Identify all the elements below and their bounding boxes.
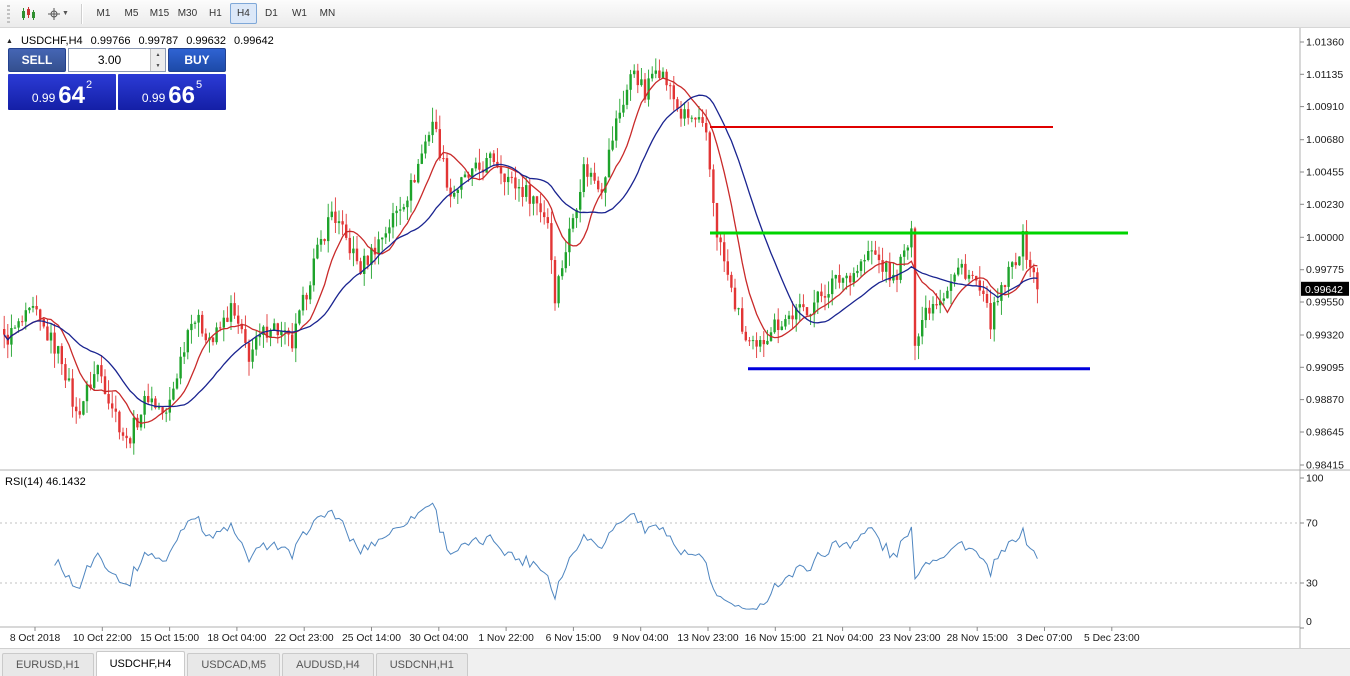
timeframe-m30-button[interactable]: M30: [177, 8, 198, 19]
symbol-name: USDCHF,H4: [20, 35, 83, 47]
buy-price-prefix: 0.99: [141, 91, 166, 105]
crosshair-glyph: [48, 7, 60, 20]
current-price-tag: [1301, 281, 1349, 296]
svg-text:100: 100: [1306, 473, 1324, 485]
chart-area[interactable]: 1.01360 1.01135 1.00910 1.00680 1.00455 1.002…: [0, 28, 1350, 648]
svg-text:0.99550: 0.99550: [1306, 297, 1344, 309]
tab-audusd-h4[interactable]: AUDUSD,H4: [282, 653, 374, 676]
ma-slow: [3, 94, 1038, 408]
svg-text:0.98415: 0.98415: [1306, 460, 1344, 472]
svg-text:0.99642: 0.99642: [1305, 284, 1343, 296]
timeframe-mn-button[interactable]: MN: [319, 8, 336, 19]
timeframe-h1-button[interactable]: H1: [209, 8, 222, 19]
timeframe-d1-button[interactable]: D1: [265, 8, 278, 19]
svg-text:0.98870: 0.98870: [1306, 394, 1344, 406]
price-axis[interactable]: 1.01360 1.01135 1.00910 1.00680 1.00455 1.002…: [1300, 37, 1349, 472]
svg-text:1.01360: 1.01360: [1306, 37, 1344, 49]
svg-text:8 Oct 2018: 8 Oct 2018: [10, 633, 61, 644]
timeframe-m5-button[interactable]: M5: [124, 8, 139, 19]
open-value: 0.99766: [90, 35, 131, 47]
buy-price-big: 66: [168, 81, 195, 109]
timeframe-m15-button[interactable]: M15: [149, 8, 170, 19]
svg-text:28 Nov 15:00: 28 Nov 15:00: [947, 633, 1009, 644]
svg-text:10 Oct 22:00: 10 Oct 22:00: [73, 633, 132, 644]
rsi-line: [54, 502, 1038, 610]
svg-text:30 Oct 04:00: 30 Oct 04:00: [409, 633, 468, 644]
timeframe-w1-button[interactable]: W1: [291, 8, 307, 19]
price-chart-canvas[interactable]: 1.01360 1.01135 1.00910 1.00680 1.00455 1.002…: [0, 28, 1350, 648]
sell-price-sup: 2: [85, 79, 93, 91]
sell-price-big: 64: [58, 81, 85, 109]
collapse-triangle-icon[interactable]: ▲: [6, 37, 13, 45]
svg-text:25 Oct 14:00: 25 Oct 14:00: [342, 633, 401, 644]
svg-text:3 Dec 07:00: 3 Dec 07:00: [1017, 633, 1073, 644]
buy-price-tile[interactable]: 0.99 66 5: [118, 74, 226, 110]
svg-text:1.00455: 1.00455: [1306, 167, 1344, 179]
svg-text:30: 30: [1306, 578, 1318, 590]
cursor-tool-icon[interactable]: ▼: [43, 3, 73, 25]
candlestick-glyph: [22, 6, 35, 20]
spin-up-icon[interactable]: ▲: [155, 51, 161, 58]
buy-button[interactable]: BUY: [168, 48, 226, 72]
svg-text:15 Oct 15:00: 15 Oct 15:00: [140, 633, 199, 644]
tab-eurusd-h1[interactable]: EURUSD,H1: [2, 653, 94, 676]
dropdown-arrow-icon: ▼: [62, 10, 69, 17]
volume-spinner[interactable]: ▲ ▼: [150, 49, 165, 71]
toolbar-grip[interactable]: [7, 4, 10, 23]
svg-text:1.00000: 1.00000: [1306, 232, 1344, 244]
volume-value[interactable]: 3.00: [97, 53, 122, 67]
low-value: 0.99632: [186, 35, 226, 47]
volume-input[interactable]: 3.00 ▲ ▼: [68, 48, 166, 72]
svg-text:0.99095: 0.99095: [1306, 362, 1344, 374]
rsi-pane: 100 70 30 0: [0, 473, 1324, 629]
svg-text:1.01135: 1.01135: [1306, 69, 1343, 81]
moving-averages: [3, 77, 1038, 424]
sell-price-prefix: 0.99: [31, 91, 56, 105]
svg-text:16 Nov 15:00: 16 Nov 15:00: [745, 633, 807, 644]
svg-text:6 Nov 15:00: 6 Nov 15:00: [546, 633, 602, 644]
one-click-trading-panel: SELL 3.00 ▲ ▼ BUY 0.99 64 2 0.99 66 5: [8, 48, 226, 110]
svg-text:18 Oct 04:00: 18 Oct 04:00: [207, 633, 266, 644]
pane-frame: [0, 28, 1350, 648]
buy-price-sup: 5: [195, 79, 203, 91]
svg-text:22 Oct 23:00: 22 Oct 23:00: [275, 633, 334, 644]
candles-layer: [3, 58, 1039, 455]
svg-text:0.98645: 0.98645: [1306, 427, 1344, 439]
close-value: 0.99642: [233, 35, 274, 47]
tab-usdcad-m5[interactable]: USDCAD,M5: [187, 653, 281, 676]
chart-candles-icon[interactable]: [16, 3, 40, 25]
svg-text:0.99320: 0.99320: [1306, 330, 1344, 342]
spin-down-icon[interactable]: ▼: [155, 62, 161, 69]
trend-objects[interactable]: [710, 126, 1128, 371]
trade-prices-row: 0.99 64 2 0.99 66 5: [8, 74, 226, 110]
svg-text:0.99775: 0.99775: [1306, 264, 1344, 276]
toolbar-separator: [80, 3, 82, 24]
svg-text:70: 70: [1306, 518, 1318, 530]
svg-text:1.00910: 1.00910: [1306, 101, 1344, 113]
sell-button[interactable]: SELL: [8, 48, 66, 72]
timeframe-h4-button[interactable]: H4: [229, 3, 257, 24]
svg-text:0: 0: [1306, 616, 1312, 628]
svg-text:9 Nov 04:00: 9 Nov 04:00: [613, 633, 669, 644]
svg-text:1.00680: 1.00680: [1306, 134, 1344, 146]
trade-controls-row: SELL 3.00 ▲ ▼ BUY: [8, 48, 226, 72]
svg-text:1 Nov 22:00: 1 Nov 22:00: [478, 633, 534, 644]
tab-usdchf-h4[interactable]: USDCHF,H4: [95, 651, 186, 676]
top-toolbar: ▼ M1 M5 M15 M30 H1 H4 D1 W1 MN: [0, 0, 1350, 28]
rsi-indicator-label: RSI(14) 46.1432: [5, 476, 86, 488]
tab-usdcnh-h1[interactable]: USDCNH,H1: [375, 653, 468, 676]
svg-text:13 Nov 23:00: 13 Nov 23:00: [677, 633, 739, 644]
sell-price-tile[interactable]: 0.99 64 2: [8, 74, 116, 110]
svg-text:21 Nov 04:00: 21 Nov 04:00: [812, 633, 874, 644]
svg-text:23 Nov 23:00: 23 Nov 23:00: [879, 633, 941, 644]
high-value: 0.99787: [138, 35, 179, 47]
chart-tabs: EURUSD,H1 USDCHF,H4 USDCAD,M5 AUDUSD,H4 USDC…: [0, 648, 1350, 676]
svg-text:5 Dec 23:00: 5 Dec 23:00: [1084, 633, 1140, 644]
time-axis[interactable]: 8 Oct 2018 10 Oct 22:00 15 Oct 15:00 18 Oct…: [10, 627, 1140, 644]
timeframe-group: M1 M5 M15 M30 H1 H4 D1 W1 MN: [90, 3, 341, 24]
timeframe-m1-button[interactable]: M1: [96, 8, 111, 19]
ohlc-readout: ▲ USDCHF,H4 0.99766 0.99787 0.99632 0.99…: [6, 35, 274, 47]
svg-text:1.00230: 1.00230: [1306, 199, 1344, 211]
